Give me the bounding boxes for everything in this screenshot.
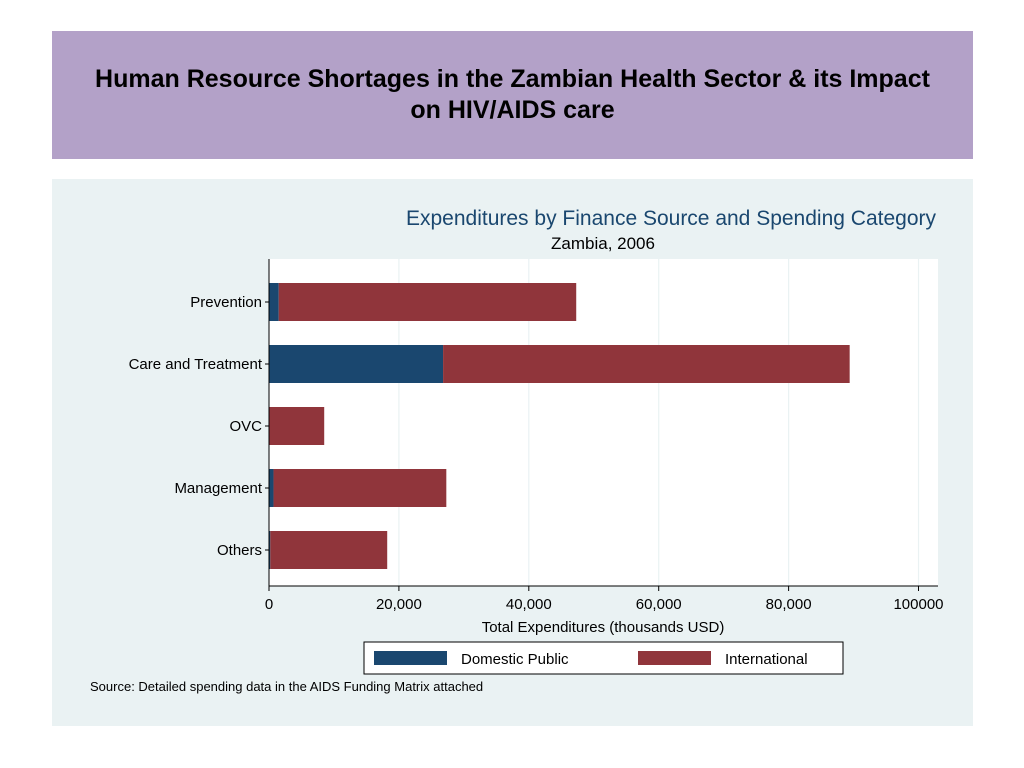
category-label: OVC [229, 418, 262, 435]
x-tick-label: 80,000 [766, 596, 812, 613]
bar-international [278, 283, 577, 321]
bar-domestic-public [269, 345, 444, 383]
expenditures-chart: Expenditures by Finance Source and Spend… [129, 207, 944, 675]
labels-layer: Prevention Care and Treatment OVC Managemen… [129, 294, 944, 613]
bar-international [273, 469, 447, 507]
category-label: Management [174, 480, 262, 497]
axes-layer [265, 259, 938, 591]
category-label: Care and Treatment [129, 356, 263, 373]
bar-domestic-public [269, 531, 271, 569]
chart-title: Expenditures by Finance Source and Spend… [406, 207, 937, 230]
legend: Domestic Public International [363, 641, 844, 675]
chart-panel: Expenditures by Finance Source and Spend… [52, 179, 973, 726]
bar-domestic-public [269, 469, 274, 507]
legend-swatch [638, 651, 711, 665]
x-tick-label: 20,000 [376, 596, 422, 613]
x-axis-title: Total Expenditures (thousands USD) [482, 619, 725, 636]
legend-swatch [374, 651, 447, 665]
legend-label: International [725, 651, 808, 668]
slide-title: Human Resource Shortages in the Zambian … [95, 65, 930, 124]
category-label: Prevention [190, 294, 262, 311]
bar-international [270, 531, 388, 569]
x-tick-label: 60,000 [636, 596, 682, 613]
title-banner: Human Resource Shortages in the Zambian … [52, 31, 973, 159]
legend-label: Domestic Public [461, 651, 569, 668]
source-note: Source: Detailed spending data in the AI… [90, 679, 484, 694]
x-tick-label: 40,000 [506, 596, 552, 613]
chart-subtitle: Zambia, 2006 [551, 234, 655, 253]
x-tick-label: 100000 [893, 596, 943, 613]
bars-layer [269, 283, 850, 569]
bar-international [443, 345, 850, 383]
bar-international [269, 407, 325, 445]
category-label: Others [217, 542, 262, 559]
x-tick-label: 0 [265, 596, 273, 613]
bar-domestic-public [269, 283, 279, 321]
